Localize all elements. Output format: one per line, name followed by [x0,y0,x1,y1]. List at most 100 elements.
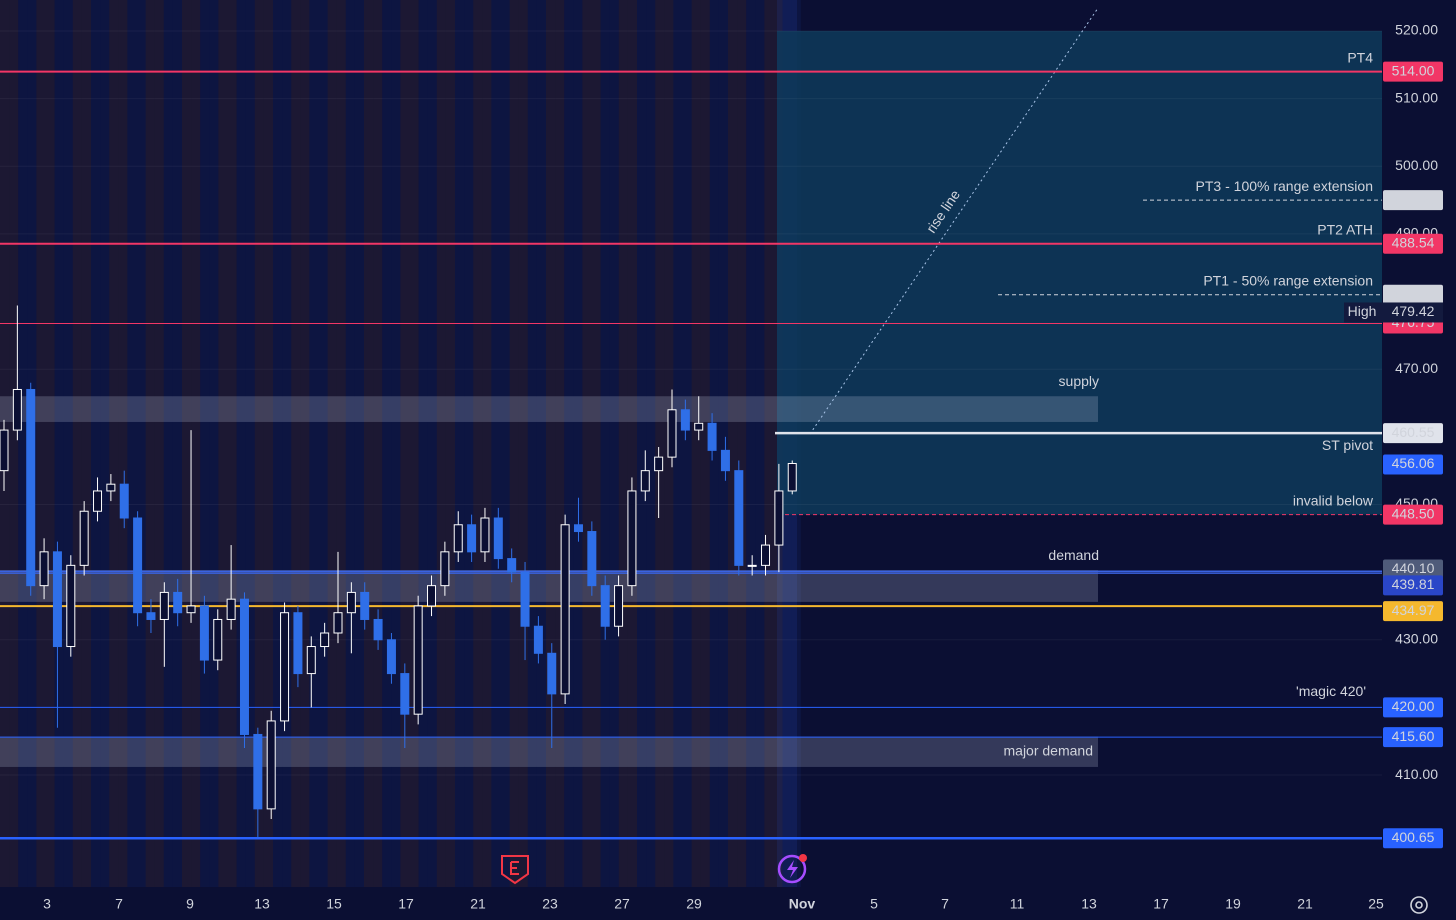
candle-body [520,571,530,627]
session-stripe [118,0,128,887]
session-stripe [81,0,91,887]
session-stripe [746,0,756,887]
session-stripe [245,0,255,887]
session-stripe [72,0,82,887]
session-stripe [582,0,592,887]
candle-body [774,490,784,546]
price-label: 440.10 [1392,560,1435,576]
session-stripe [154,0,164,887]
session-stripe [655,0,665,887]
zone-label: supply [1059,373,1099,389]
session-stripe [391,0,401,887]
event-bolt [787,860,798,878]
candle-body [12,388,22,431]
candle-body [306,646,316,675]
zone-label: major demand [1004,742,1094,758]
candle-body [213,618,223,661]
session-stripe [627,0,637,887]
earnings-icon[interactable] [501,855,529,885]
high-label: High [1348,303,1377,319]
candle-body [453,524,463,553]
price-label: 495.00 [1392,191,1435,207]
candle-body [39,551,49,587]
session-stripe [700,0,710,887]
session-stripe [455,0,465,887]
price-label-box [1383,233,1443,254]
candle-body [573,524,583,533]
session-stripe [436,0,446,887]
session-stripe [345,0,355,887]
session-stripe [336,0,346,887]
price-label-box [1383,284,1443,305]
candle-body [547,652,557,695]
session-stripe [673,0,683,887]
level-label: PT1 - 50% range extension [1203,272,1373,288]
x-tick-label: 15 [326,896,342,912]
candle-body [587,531,597,587]
session-stripe [764,0,774,887]
candle-body [640,470,650,492]
session-stripe [300,0,310,887]
price-label-box [1383,601,1443,622]
candle-body [266,720,276,810]
session-stripe [646,0,656,887]
rise-line [809,7,1099,435]
session-stripe [100,0,110,887]
x-tick-label: 17 [1153,896,1169,912]
candle-body [614,585,624,627]
price-label-box [1383,504,1443,525]
session-stripe [728,0,738,887]
session-stripe [637,0,647,887]
x-tick-label: 29 [686,896,702,912]
candle-body [333,612,343,634]
price-label-box [1383,575,1443,596]
price-label: 448.50 [1392,505,1435,521]
candle-body [320,632,330,648]
session-stripe [209,0,219,887]
candle-body [280,612,290,722]
session-stripe [182,0,192,887]
price-label: 481.00 [1392,285,1435,301]
event-icon[interactable] [777,854,807,884]
x-tick-label: 11 [1010,896,1025,912]
candle-body [133,517,143,614]
session-stripe [618,0,628,887]
candle-body [199,605,209,661]
candle-body [386,639,396,675]
session-stripe [500,0,510,887]
price-label: 439.81 [1392,576,1435,592]
earnings-letter [510,861,519,875]
price-label-box [1383,828,1443,849]
session-stripe [755,0,765,887]
candle-body [253,733,263,810]
session-stripe [691,0,701,887]
session-stripe [291,0,301,887]
session-stripe [327,0,337,887]
candle-body [533,625,543,654]
session-stripe [445,0,455,887]
session-stripe [163,0,173,887]
candle-body [600,585,610,627]
session-stripe [518,0,528,887]
candle-body [400,673,410,715]
axes: 410.00430.00450.00470.00490.00500.00510.… [43,22,1443,912]
session-stripe [45,0,55,887]
session-stripe [527,0,537,887]
price-label-box [1383,423,1443,444]
session-stripe [400,0,410,887]
session-stripe [227,0,237,887]
candle-body [720,449,730,472]
event-ring [777,854,807,884]
session-stripe [591,0,601,887]
x-tick-label: 13 [254,896,270,912]
y-tick-label: 500.00 [1395,157,1438,173]
session-stripe [682,0,692,887]
session-stripe [573,0,583,887]
session-stripe [737,0,747,887]
y-tick-label: 470.00 [1395,360,1438,376]
candle-body [52,551,62,648]
candle-body [480,517,490,553]
session-stripe [382,0,392,887]
settings-icon[interactable] [1410,896,1428,914]
